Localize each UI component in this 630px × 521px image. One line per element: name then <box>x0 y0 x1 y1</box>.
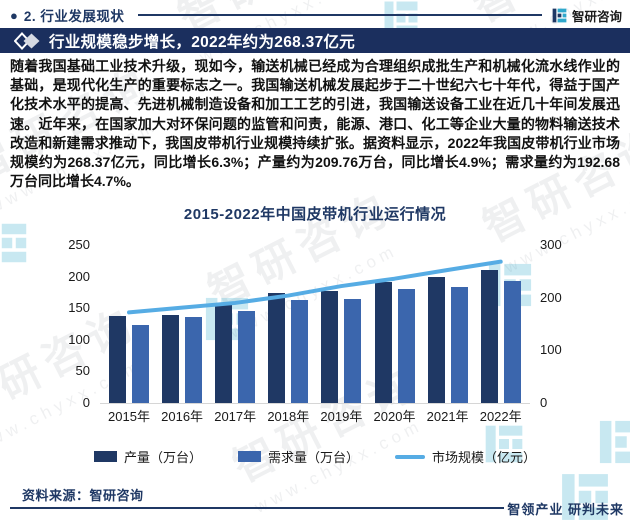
y-axis-right-tick: 300 <box>540 237 562 252</box>
bar-demand-2015年 <box>132 324 149 403</box>
bullet-icon: ● <box>10 7 18 23</box>
watermark-url: www.chyxx.com <box>226 240 401 342</box>
y-axis-left-tick: 0 <box>82 395 90 410</box>
legend-label: 市场规模（亿元） <box>432 450 537 465</box>
bar-demand-2016年 <box>185 317 203 403</box>
y-axis-left-tick: 150 <box>68 300 90 316</box>
bar-production-2017年 <box>215 304 233 403</box>
bar-demand-2017年 <box>238 311 256 403</box>
chart-title: 2015-2022年中国皮带机行业运行情况 <box>183 206 447 223</box>
x-axis-label: 2016年 <box>161 409 204 424</box>
bar-production-2015年 <box>109 315 126 403</box>
legend-item: 产量（万台） <box>93 447 202 466</box>
y-axis-left-tick: 200 <box>68 268 90 284</box>
legend-line-swatch <box>395 454 425 459</box>
watermark-logo-icon <box>0 222 28 269</box>
x-axis-label: 2021年 <box>426 409 469 424</box>
x-axis-label: 2022年 <box>479 409 522 424</box>
bar-production-2019年 <box>321 291 339 403</box>
header-rule <box>138 14 542 16</box>
x-axis-label: 2020年 <box>373 409 416 424</box>
x-axis-label: 2019年 <box>320 409 363 424</box>
banner-title: 行业规模稳步增长，2022年约为268.37亿元 <box>49 33 356 51</box>
y-axis-right-tick: 100 <box>540 342 562 358</box>
watermark-logo-icon <box>204 296 250 347</box>
y-axis-right-tick: 200 <box>540 289 562 305</box>
footer-tagline: 智领产业 研判未来 <box>507 502 624 517</box>
diamond-icon <box>14 31 40 50</box>
brand-name: 智研咨询 <box>571 9 622 24</box>
x-axis-label: 2017年 <box>214 409 257 424</box>
watermark-url: www.chyxx.com <box>0 355 146 457</box>
x-axis-baseline <box>100 403 530 404</box>
body-paragraph: 随着我国基础工业技术升级，现如今，输送机械已经成为合理组织成批生产和机械化流水线… <box>10 58 620 190</box>
x-axis-label: 2018年 <box>267 409 310 424</box>
watermark-brand: 智研咨询 <box>200 183 401 316</box>
legend-item: 市场规模（亿元） <box>395 447 536 466</box>
chart-legend: 产量（万台） 需求量（万台） 市场规模（亿元） <box>0 447 630 466</box>
watermark-brand: 智研咨询 <box>225 358 426 491</box>
footer-rule <box>10 507 504 509</box>
legend-item: 需求量（万台） <box>237 447 359 466</box>
zhiyan-logo-icon <box>552 8 567 22</box>
topbar: ● 2. 行业发展现状 智研咨询 <box>10 4 622 26</box>
y-axis-left-tick: 50 <box>75 363 90 379</box>
bar-demand-2021年 <box>450 286 468 403</box>
bar-demand-2020年 <box>397 288 415 403</box>
bar-production-2020年 <box>374 282 392 403</box>
headline-banner: 行业规模稳步增长，2022年约为268.37亿元 <box>0 28 630 53</box>
watermark-brand: 智研咨询 <box>0 298 146 431</box>
watermark-logo-icon <box>487 262 533 313</box>
bar-production-2022年 <box>480 270 498 403</box>
legend-label: 产量（万台） <box>123 450 202 465</box>
data-source: 资料来源：智研咨询 <box>22 488 144 503</box>
legend-bar-swatch <box>93 451 117 462</box>
legend-bar-swatch <box>237 451 261 462</box>
y-axis-left-tick: 100 <box>68 331 90 347</box>
y-axis-left-tick: 250 <box>68 237 90 252</box>
section-title: 2. 行业发展现状 <box>23 9 125 24</box>
bar-production-2016年 <box>162 315 180 403</box>
legend-label: 需求量（万台） <box>267 450 359 465</box>
bar-production-2021年 <box>427 276 445 403</box>
x-axis-label: 2015年 <box>108 409 150 424</box>
y-axis-right-tick: 0 <box>540 395 548 410</box>
bar-demand-2018年 <box>291 299 309 403</box>
bar-demand-2019年 <box>344 298 362 403</box>
bar-production-2018年 <box>268 293 286 403</box>
bar-demand-2022年 <box>503 281 521 403</box>
brand-logo: 智研咨询 <box>552 6 622 25</box>
